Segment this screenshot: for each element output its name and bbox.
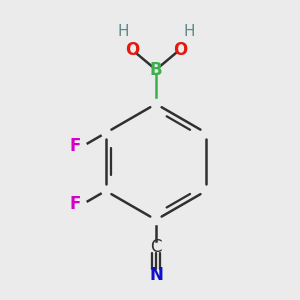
Text: F: F	[70, 137, 81, 155]
Text: F: F	[70, 195, 81, 213]
Text: H: H	[183, 24, 194, 39]
Text: O: O	[173, 41, 187, 59]
Text: H: H	[117, 24, 129, 39]
Text: B: B	[150, 61, 162, 79]
Text: C: C	[150, 238, 162, 256]
Text: O: O	[125, 41, 139, 59]
Text: N: N	[149, 266, 163, 284]
